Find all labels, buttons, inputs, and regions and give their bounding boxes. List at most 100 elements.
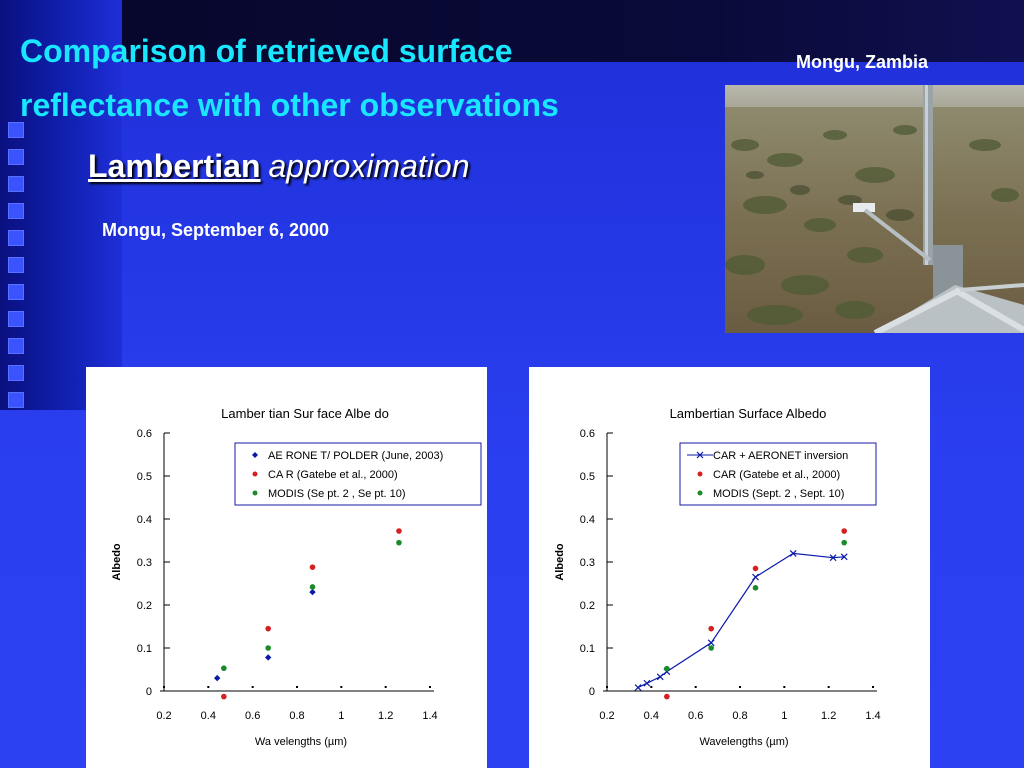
legend-box xyxy=(679,442,877,506)
y-tick-label: 0.6 xyxy=(580,428,595,440)
x-tick xyxy=(783,686,786,688)
decorative-square xyxy=(8,122,24,138)
x-tick-label: 0.8 xyxy=(732,710,747,722)
data-point-circle xyxy=(664,693,670,700)
chart-panel-left: Lamber tian Sur face Albe do 0 0.1 0.2 0.3 0.… xyxy=(86,367,487,768)
data-point-circle xyxy=(265,625,271,632)
slide-subtitle: Lambertian approximation xyxy=(88,148,469,185)
header-band xyxy=(0,0,1024,62)
legend-label: MODIS (Sept. 2 , Sept. 10) xyxy=(713,488,844,500)
data-point-circle xyxy=(708,645,714,651)
x-tick xyxy=(650,686,653,688)
decorative-square xyxy=(8,257,24,273)
x-tick xyxy=(251,686,254,688)
x-tick xyxy=(296,686,298,688)
legend-label: CA R (Gatebe et al., 2000) xyxy=(268,469,398,481)
decorative-square xyxy=(8,311,24,327)
chart-title: Lambertian Surface Albedo xyxy=(670,406,827,421)
slide-title-line2: reflectance with other observations xyxy=(20,87,559,123)
data-point-x xyxy=(643,679,651,687)
x-tick-label: 1.2 xyxy=(821,710,836,722)
x-tick-label: 0.6 xyxy=(688,710,703,722)
y-tick-label: 0.3 xyxy=(580,557,595,569)
data-point-x xyxy=(707,639,715,647)
data-point-diamond xyxy=(214,674,221,682)
x-tick xyxy=(429,686,431,688)
data-point-circle xyxy=(265,645,271,651)
x-axis-label-text: Wa velengths ( xyxy=(255,736,328,748)
x-axis-label: Wa velengths (µm) xyxy=(255,736,347,748)
legend-box xyxy=(234,442,482,506)
data-point-x xyxy=(656,673,664,681)
data-point-circle xyxy=(752,585,759,591)
y-tick-label: 0.6 xyxy=(137,428,152,440)
data-point-circle xyxy=(752,565,759,572)
subtitle-underlined: Lambertian xyxy=(88,148,261,184)
x-tick-label: 1.4 xyxy=(865,710,880,722)
site-photo xyxy=(725,85,1024,333)
decorative-squares xyxy=(8,122,30,419)
data-point-x xyxy=(840,553,848,561)
x-tick-label: 1.2 xyxy=(378,710,393,722)
legend-marker xyxy=(696,451,704,459)
data-point-circle xyxy=(664,665,670,672)
legend-label: AE RONE T/ POLDER (June, 2003) xyxy=(268,450,443,462)
x-tick-label: 1.4 xyxy=(422,710,437,722)
x-tick-label: 0.4 xyxy=(644,710,659,722)
date-label: Mongu, September 6, 2000 xyxy=(102,220,330,240)
data-point-circle xyxy=(309,584,316,590)
x-tick-label: 0.2 xyxy=(599,710,614,722)
y-tick-label: 0.1 xyxy=(137,643,152,655)
data-point-x xyxy=(634,684,642,691)
data-point-circle xyxy=(841,539,847,546)
data-point-diamond xyxy=(264,654,272,661)
x-tick-label: 0.8 xyxy=(289,710,304,722)
legend-label: MODIS (Se pt. 2 , Se pt. 10) xyxy=(268,488,406,500)
legend-marker xyxy=(697,471,703,477)
legend-marker xyxy=(252,452,258,458)
decorative-square xyxy=(8,149,24,165)
y-tick-label: 0.5 xyxy=(137,471,152,483)
x-axis-label: Wavelengths (µm) xyxy=(699,736,788,748)
y-tick-label: 0.2 xyxy=(137,600,152,612)
y-tick-label: 0.4 xyxy=(137,514,152,526)
legend-marker xyxy=(252,471,258,477)
y-axis-label: Albedo xyxy=(111,543,123,581)
subtitle-italic: approximation xyxy=(268,148,470,184)
y-tick-label: 0 xyxy=(146,686,152,698)
legend-label: CAR + AERONET inversion xyxy=(713,450,848,462)
x-axis-label-unit: µm) xyxy=(769,736,788,748)
x-tick xyxy=(207,686,210,688)
legend-marker xyxy=(252,490,258,496)
data-point-circle xyxy=(221,693,227,700)
x-axis-label-text: Wavelengths ( xyxy=(699,736,769,748)
left-decoration xyxy=(0,0,122,410)
data-point-diamond xyxy=(309,588,316,596)
decorative-square xyxy=(8,284,24,300)
data-point-x xyxy=(829,554,837,562)
y-tick-label: 0.3 xyxy=(137,557,152,569)
decorative-square xyxy=(8,230,24,246)
x-tick-label: 1 xyxy=(781,710,787,722)
slide-title-line1: Comparison of retrieved surface xyxy=(20,33,513,69)
x-tick xyxy=(606,686,608,688)
x-tick xyxy=(827,686,830,688)
photo-caption: Mongu, Zambia xyxy=(796,52,928,72)
decorative-square xyxy=(8,392,24,408)
data-point-x xyxy=(789,549,797,557)
x-tick xyxy=(384,686,387,688)
y-tick-label: 0 xyxy=(589,686,595,698)
decorative-square xyxy=(8,203,24,219)
legend-marker xyxy=(697,490,703,496)
data-point-circle xyxy=(396,539,402,546)
x-tick xyxy=(739,686,741,688)
x-tick xyxy=(694,686,697,688)
data-point-circle xyxy=(841,528,847,534)
x-tick-label: 0.2 xyxy=(156,710,171,722)
x-tick-label: 0.4 xyxy=(201,710,216,722)
legend-label: CAR (Gatebe et al., 2000) xyxy=(713,469,840,481)
y-tick-label: 0.2 xyxy=(580,600,595,612)
x-tick xyxy=(872,686,874,688)
x-axis-label-unit: µm) xyxy=(328,736,347,748)
data-point-circle xyxy=(309,564,316,570)
